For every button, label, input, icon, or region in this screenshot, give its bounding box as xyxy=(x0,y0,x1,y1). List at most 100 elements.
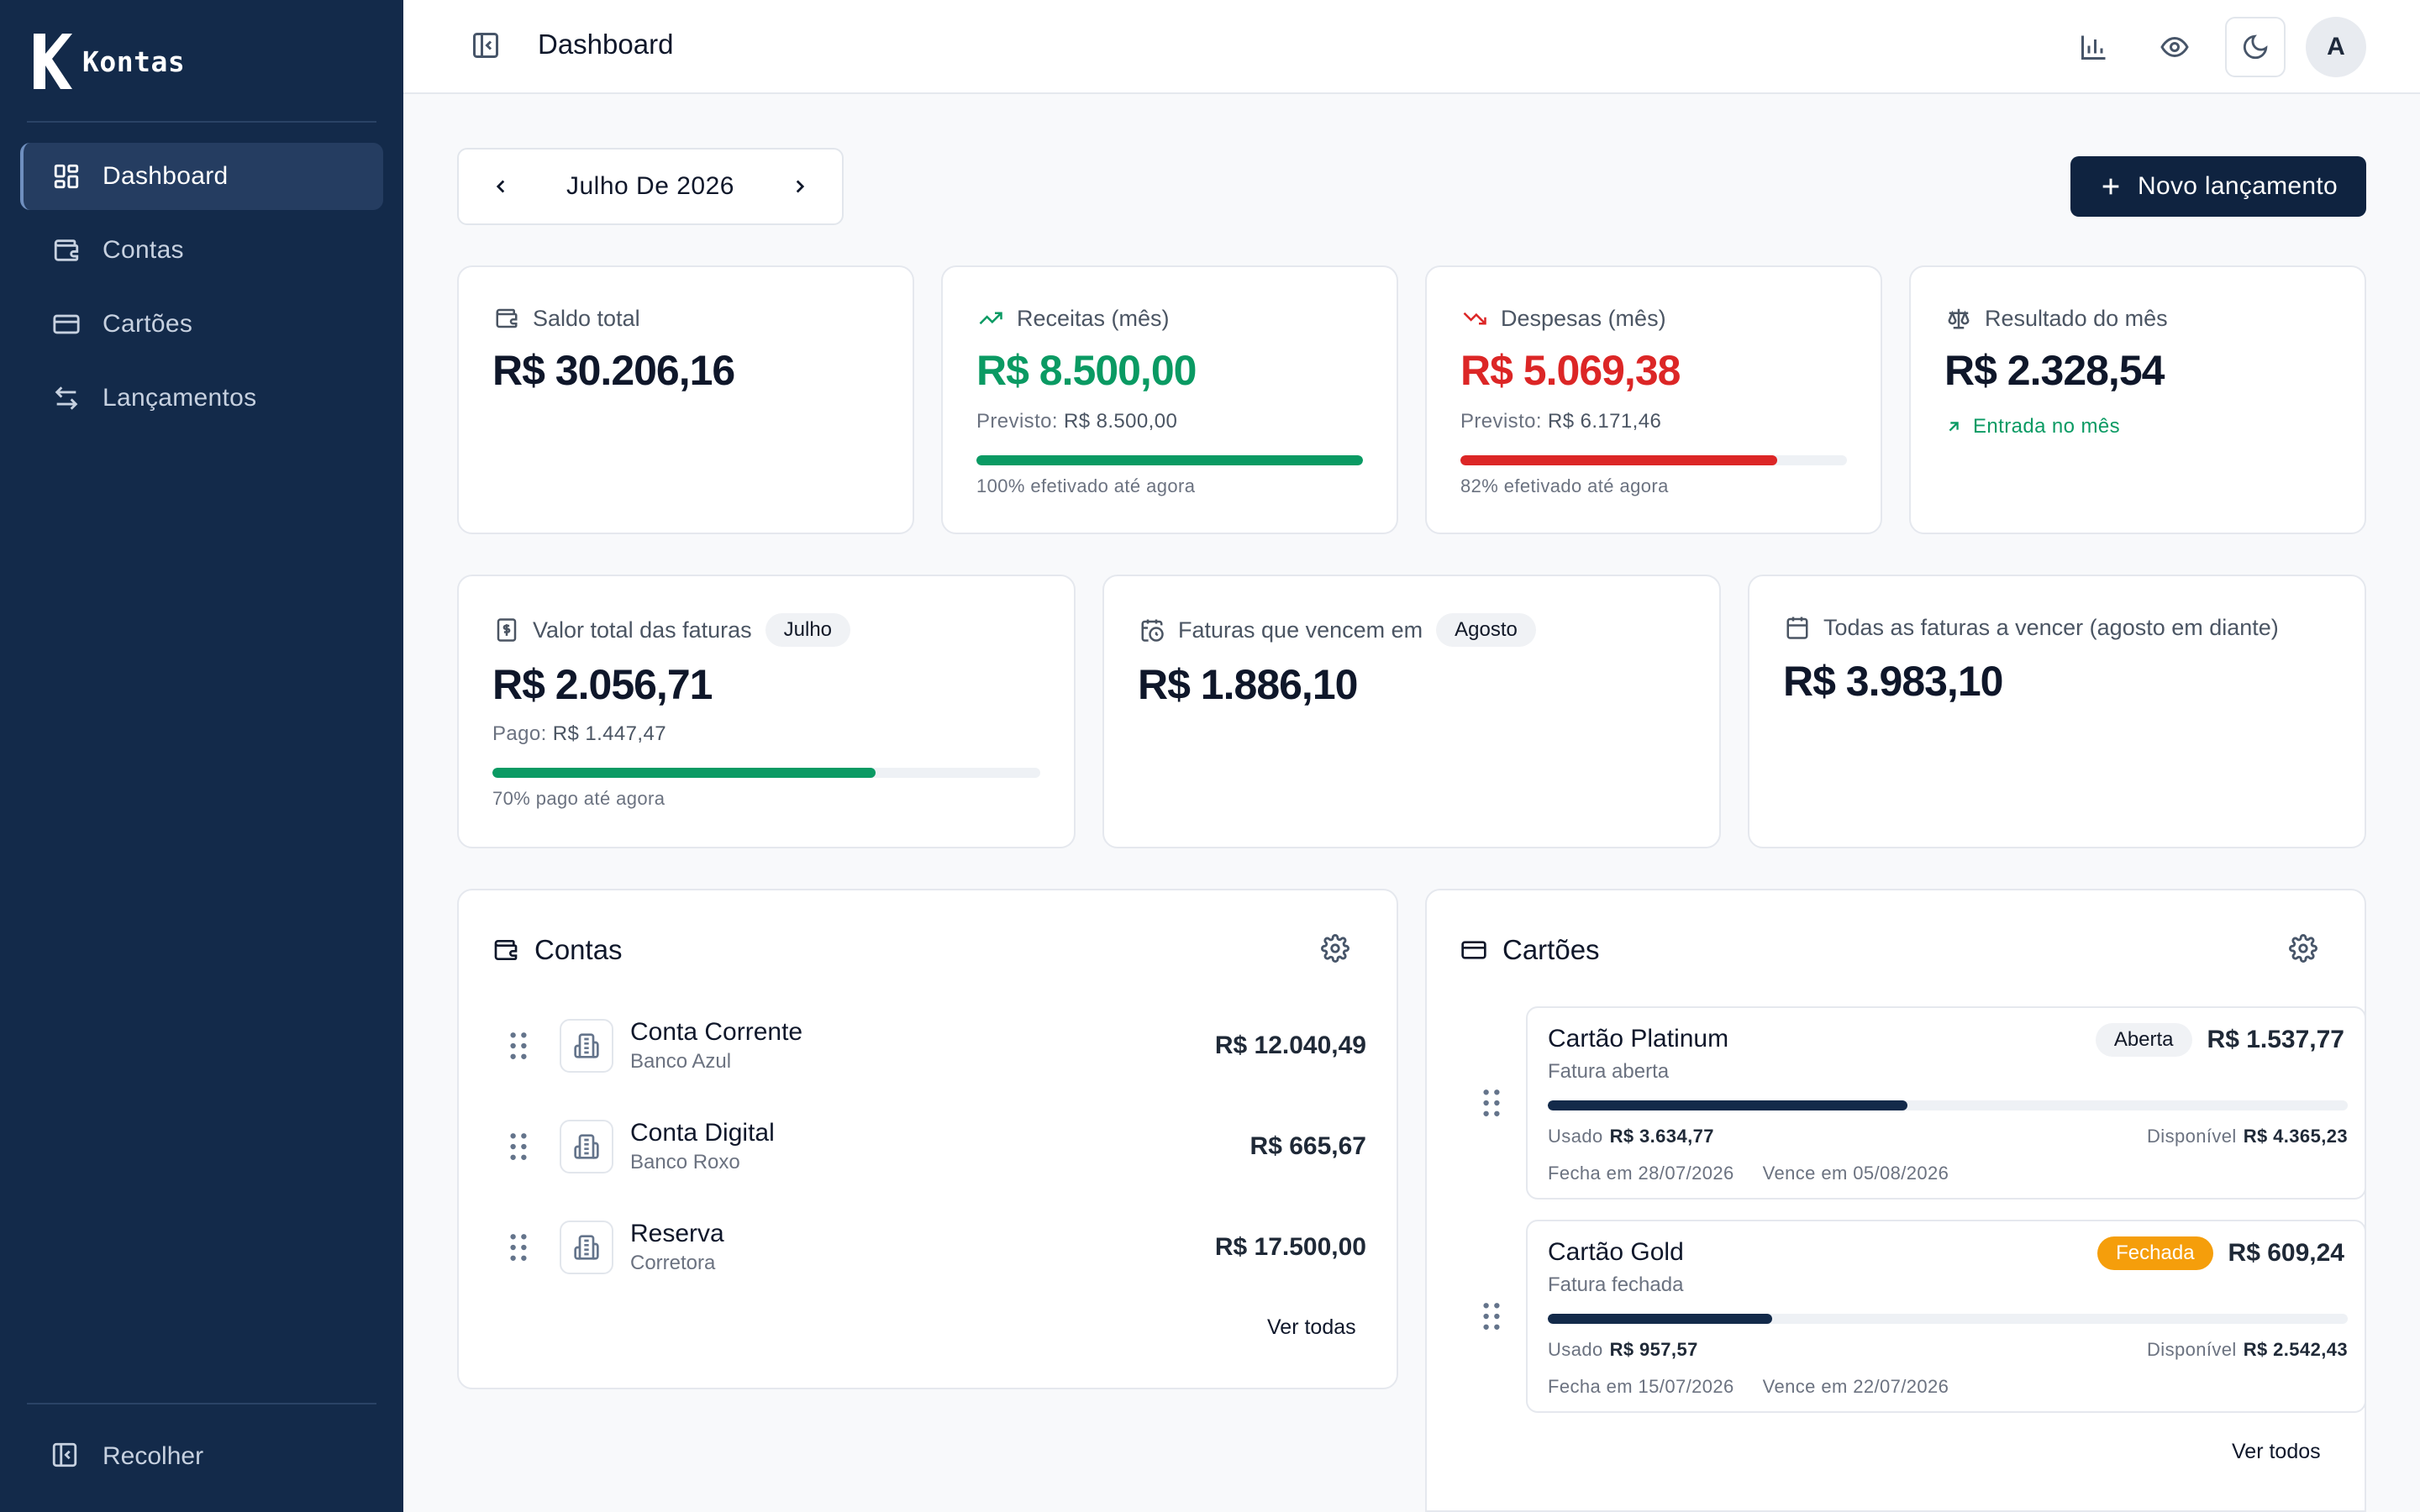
brand[interactable]: Kontas xyxy=(34,32,185,91)
credit-card-item[interactable]: Cartão Platinum Fatura aberta Aberta R$ … xyxy=(1526,1006,2366,1200)
drag-handle-icon[interactable] xyxy=(509,1132,528,1161)
account-name: Reserva xyxy=(630,1220,724,1247)
avatar[interactable]: A xyxy=(2306,17,2366,77)
account-row[interactable]: Reserva Corretora R$ 17.500,00 xyxy=(509,1210,1366,1285)
cartoes-panel: Cartões Cartão Platinum Fatura aberta Ab… xyxy=(1425,889,2366,1512)
see-all-cards-link[interactable]: Ver todos xyxy=(2232,1440,2321,1463)
credit-card-icon xyxy=(50,308,82,340)
card-label: Despesas (mês) xyxy=(1501,305,1666,331)
new-entry-label: Novo lançamento xyxy=(2138,172,2338,200)
account-balance: R$ 12.040,49 xyxy=(1214,1032,1366,1059)
faturas-progress-fill xyxy=(492,768,876,778)
receitas-card: Receitas (mês) R$ 8.500,00 Previsto: R$ … xyxy=(941,265,1398,534)
calendar-clock-icon xyxy=(1138,616,1166,644)
available-label: Disponível xyxy=(2147,1339,2237,1360)
gear-icon xyxy=(1321,934,1349,963)
drag-handle-icon[interactable] xyxy=(1482,1089,1501,1117)
receitas-previsto: Previsto: R$ 8.500,00 xyxy=(976,410,1177,433)
contas-panel: Contas Conta Corrente Banco Azul R$ 12.0… xyxy=(457,889,1398,1389)
account-name: Conta Corrente xyxy=(630,1018,803,1046)
faturas-todas-card: Todas as faturas a vencer (agosto em dia… xyxy=(1748,575,2366,848)
sidebar-toggle-button[interactable] xyxy=(471,30,504,64)
previsto-label: Previsto: xyxy=(976,410,1058,433)
sidebar-item-contas[interactable]: Contas xyxy=(20,217,383,284)
sidebar-item-dashboard[interactable]: Dashboard xyxy=(20,143,383,210)
card-label: Resultado do mês xyxy=(1985,305,2168,331)
pago-label: Pago: xyxy=(492,722,547,745)
drag-handle-icon[interactable] xyxy=(509,1233,528,1262)
panel-header: Cartões xyxy=(1460,934,1600,966)
wallet-icon xyxy=(50,234,82,266)
new-entry-button[interactable]: Novo lançamento xyxy=(2070,156,2366,217)
faturas-vencem-card: Faturas que vencem em Agosto R$ 1.886,10 xyxy=(1102,575,1721,848)
chevron-left-icon xyxy=(496,180,505,193)
despesas-card: Despesas (mês) R$ 5.069,38 Previsto: R$ … xyxy=(1425,265,1882,534)
card-header: Receitas (mês) xyxy=(976,304,1170,333)
drag-handle-icon[interactable] xyxy=(509,1032,528,1060)
theme-toggle-button[interactable] xyxy=(2225,17,2286,77)
bank-icon xyxy=(560,1019,613,1073)
collapse-label: Recolher xyxy=(103,1442,204,1470)
sidebar-item-label: Lançamentos xyxy=(103,384,257,412)
faturas-progress-text: 70% pago até agora xyxy=(492,788,666,809)
account-bank: Banco Azul xyxy=(630,1050,732,1073)
sidebar-item-label: Cartões xyxy=(103,310,193,338)
card-label: Receitas (mês) xyxy=(1017,305,1170,331)
account-row[interactable]: Conta Corrente Banco Azul R$ 12.040,49 xyxy=(509,1008,1366,1084)
faturas-pago: Pago: R$ 1.447,47 xyxy=(492,722,666,746)
previous-month-button[interactable] xyxy=(484,170,518,203)
faturas-vencem-value: R$ 1.886,10 xyxy=(1138,661,1358,708)
resultado-trend: Entrada no mês xyxy=(1944,415,2120,438)
used-label: Usado xyxy=(1548,1339,1603,1360)
card-summary: Aberta R$ 1.537,77 xyxy=(2095,1023,2344,1057)
bank-icon xyxy=(560,1120,613,1173)
page-title: Dashboard xyxy=(538,29,674,60)
trending-down-icon xyxy=(1460,304,1489,333)
receitas-progress-fill xyxy=(976,455,1363,465)
receitas-progress-text: 100% efetivado até agora xyxy=(976,475,1196,496)
top-header: Dashboard A xyxy=(403,0,2420,94)
kontas-logo-icon xyxy=(34,34,72,89)
resultado-value: R$ 2.328,54 xyxy=(1944,347,2165,394)
chevron-right-icon xyxy=(796,180,805,193)
pago-value: R$ 1.447,47 xyxy=(552,722,666,745)
next-month-button[interactable] xyxy=(783,170,817,203)
resultado-card: Resultado do mês R$ 2.328,54 Entrada no … xyxy=(1909,265,2366,534)
account-balance: R$ 17.500,00 xyxy=(1214,1233,1366,1261)
reports-button[interactable] xyxy=(2064,17,2124,77)
available-value: R$ 2.542,43 xyxy=(2243,1339,2348,1360)
collapse-sidebar-button[interactable]: Recolher xyxy=(20,1423,383,1490)
contas-settings-button[interactable] xyxy=(1321,934,1355,968)
see-all-accounts-link[interactable]: Ver todas xyxy=(1267,1315,1356,1339)
toggle-visibility-button[interactable] xyxy=(2144,17,2205,77)
credit-card-item[interactable]: Cartão Gold Fatura fechada Fechada R$ 60… xyxy=(1526,1220,2366,1413)
cartoes-settings-button[interactable] xyxy=(2289,934,2323,968)
account-bank: Corretora xyxy=(630,1252,716,1274)
account-balance: R$ 665,67 xyxy=(1249,1132,1366,1160)
receipt-icon xyxy=(492,616,521,644)
limit-row: Usado R$ 957,57 Disponível R$ 2.542,43 xyxy=(1548,1339,2348,1361)
invoice-value: R$ 609,24 xyxy=(2228,1239,2344,1267)
account-row[interactable]: Conta Digital Banco Roxo R$ 665,67 xyxy=(509,1109,1366,1184)
moon-icon xyxy=(2241,33,2270,61)
drag-handle-icon[interactable] xyxy=(1482,1302,1501,1331)
status-badge: Fechada xyxy=(2097,1236,2213,1270)
card-label: Faturas que vencem em xyxy=(1178,617,1423,643)
card-header: Valor total das faturas Julho xyxy=(492,613,851,647)
card-name: Cartão Gold xyxy=(1548,1238,1684,1266)
sidebar-divider xyxy=(27,121,376,123)
card-header: Resultado do mês xyxy=(1944,304,2168,333)
sidebar-item-cartoes[interactable]: Cartões xyxy=(20,291,383,358)
card-header: Saldo total xyxy=(492,304,640,333)
dashboard-icon xyxy=(50,160,82,192)
sidebar-item-lancamentos[interactable]: Lançamentos xyxy=(20,365,383,432)
limit-usage-bar xyxy=(1548,1100,2348,1110)
bank-icon xyxy=(560,1221,613,1274)
account-text: Reserva Corretora xyxy=(630,1220,724,1275)
account-bank: Banco Roxo xyxy=(630,1151,740,1173)
account-text: Conta Corrente Banco Azul xyxy=(630,1018,802,1074)
account-name: Conta Digital xyxy=(630,1119,775,1147)
eye-icon xyxy=(2160,32,2190,62)
used-value: R$ 3.634,77 xyxy=(1609,1126,1714,1147)
panel-collapse-icon xyxy=(50,1441,82,1473)
